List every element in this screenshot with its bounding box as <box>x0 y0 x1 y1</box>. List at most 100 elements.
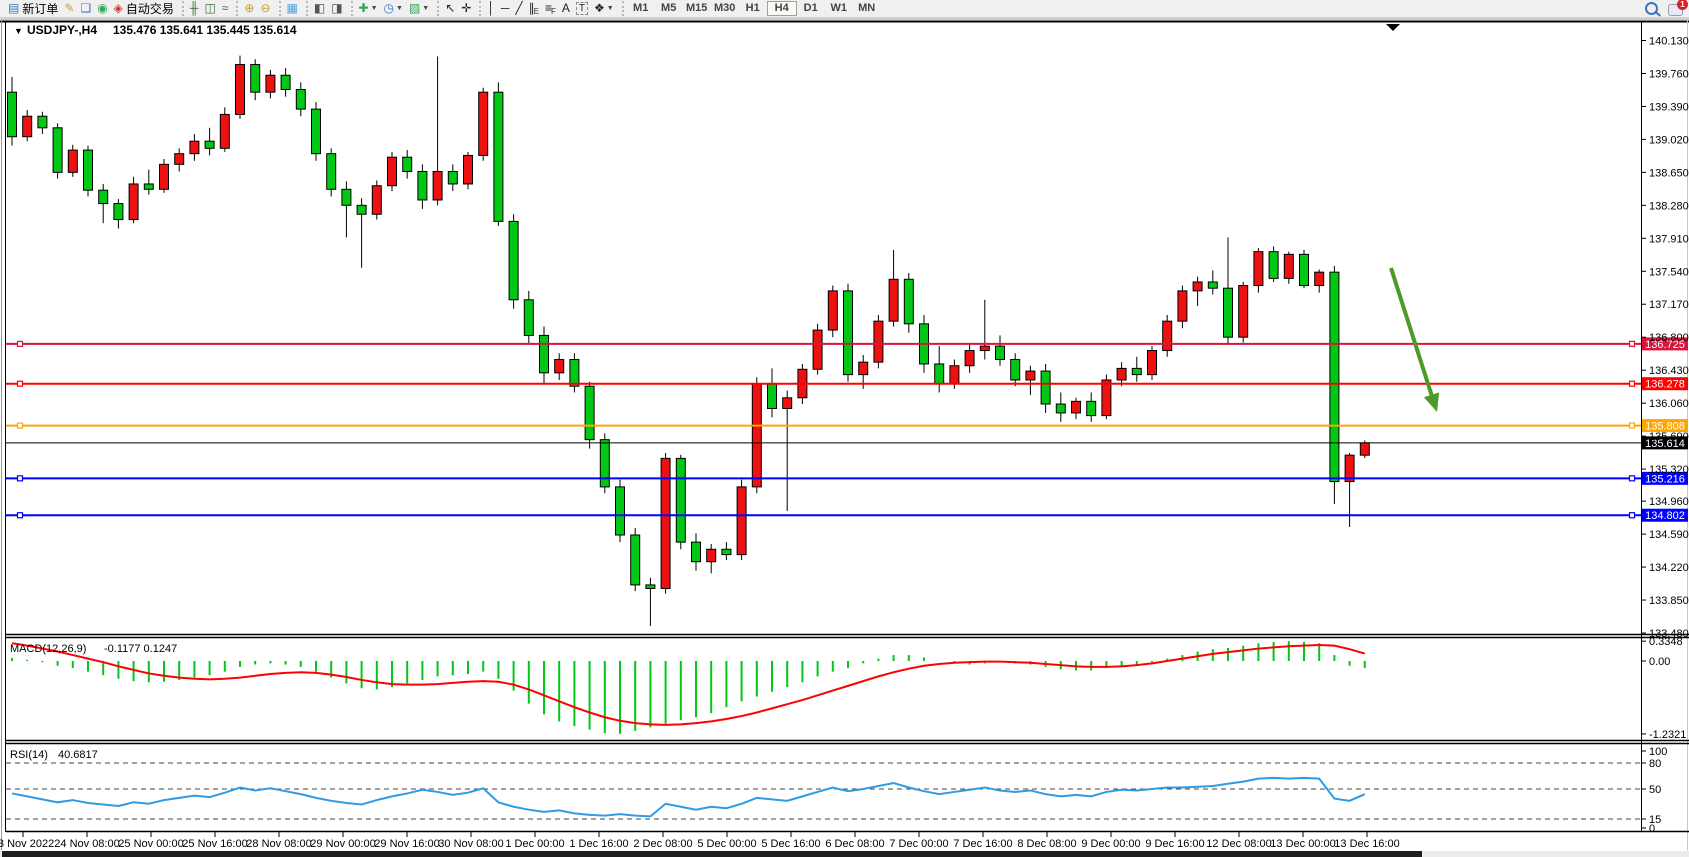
h-scrollbar-thumb[interactable] <box>2 851 1422 857</box>
candle <box>554 358 565 374</box>
candlestick-chart-button[interactable]: ◫ <box>201 1 218 16</box>
candle <box>326 153 337 190</box>
candle <box>280 74 291 91</box>
price-tick-label: 139.390 <box>1649 101 1689 113</box>
candle <box>1010 358 1021 381</box>
price-tick-label: 136.800 <box>1649 332 1689 344</box>
candle <box>98 189 109 205</box>
price-tick-label: 135.690 <box>1649 431 1689 443</box>
candle <box>736 486 747 556</box>
timeframe-d1[interactable]: D1 <box>803 2 818 14</box>
candle <box>356 204 367 215</box>
chevron-down-icon[interactable]: ▼ <box>606 5 614 12</box>
autotrading-button[interactable]: ◈ 自动交易 <box>111 1 177 16</box>
horizontal-line-icon: ─ <box>500 1 510 15</box>
horizontal-line-button[interactable]: ─ <box>498 1 513 16</box>
chevron-down-icon[interactable]: ▼ <box>370 5 378 12</box>
price-tag: 135.614 <box>1645 438 1685 450</box>
styles-button[interactable]: ✎ <box>61 1 77 16</box>
timeframe-m15[interactable]: M15 <box>685 2 708 14</box>
chevron-down-icon[interactable]: ▼ <box>422 5 430 12</box>
vertical-line-button[interactable]: │ <box>484 1 498 16</box>
text-button[interactable]: A <box>559 1 573 16</box>
timeframe-mn[interactable]: MN <box>858 2 876 14</box>
zoom-in-button[interactable]: ⊕ <box>241 1 257 16</box>
rsi-tick-label: 0 <box>1649 823 1655 835</box>
trendline-button[interactable]: ╱ <box>512 1 525 16</box>
timeframe-m30[interactable]: M30 <box>713 2 736 14</box>
templates-icon: ▨ <box>408 1 421 15</box>
candle <box>903 278 914 325</box>
toolbar-right: 1 <box>1645 0 1688 16</box>
equidistant-channel-button[interactable]: ∥ E <box>526 1 542 16</box>
templates-button[interactable]: ▨ ▼ <box>406 1 432 16</box>
candle <box>1329 271 1340 483</box>
candle <box>1359 442 1370 456</box>
cursor-button[interactable]: ↖ <box>442 1 458 16</box>
bar-chart-button[interactable]: ╫ <box>187 1 202 16</box>
new-order-button-label: 新订单 <box>22 2 59 16</box>
add-indicator-button[interactable]: ✚ ▼ <box>356 1 381 16</box>
auto-scroll-button[interactable]: ◧ <box>311 1 328 16</box>
chart-shift-button[interactable]: ◨ <box>328 1 345 16</box>
periods-button[interactable]: ◷ ▼ <box>381 1 406 16</box>
timeframe-m1[interactable]: M1 <box>633 2 649 14</box>
time-tick-label: 23 Nov 2022 <box>0 838 54 850</box>
autotrading-button-label: 自动交易 <box>125 2 174 16</box>
search-icon[interactable] <box>1645 2 1658 15</box>
candle <box>1268 251 1279 279</box>
candle <box>1253 251 1264 287</box>
candle <box>873 320 884 363</box>
tile-windows-button[interactable]: ▦ <box>284 1 301 16</box>
new-order-button[interactable]: ▤ 新订单 <box>5 1 61 16</box>
cursor-group: ↖ ✛ <box>437 1 477 16</box>
zoom-group: ⊕ ⊖ <box>236 1 276 16</box>
candle <box>371 185 382 215</box>
one-click-arrow-icon[interactable]: ▼ <box>14 26 23 36</box>
time-tick-label: 29 Nov 16:00 <box>374 838 439 850</box>
candle <box>311 108 321 155</box>
price-tick-label: 140.130 <box>1649 36 1689 48</box>
price-tick-label: 134.220 <box>1649 562 1689 574</box>
timeframe-m5[interactable]: M5 <box>661 2 677 14</box>
price-tick-label: 133.850 <box>1649 595 1689 607</box>
timeframe-w1[interactable]: W1 <box>830 2 847 14</box>
arrows-icon: ❖ <box>593 1 605 15</box>
horizontal-level-lines[interactable]: 136.725 136.278 135.808 135.216 134.802 135.6… <box>6 337 1688 522</box>
candle <box>67 149 78 173</box>
candle <box>599 439 610 488</box>
price-tick-label: 137.170 <box>1649 299 1689 311</box>
vertical-line-icon: │ <box>487 1 495 15</box>
text-label-button[interactable]: T <box>573 1 591 16</box>
zoom-out-button[interactable]: ⊖ <box>257 1 273 16</box>
candle <box>1162 320 1173 352</box>
line-chart-button[interactable]: ≈ <box>219 1 232 16</box>
price-tick-label: 139.760 <box>1649 68 1689 80</box>
chart-shift-marker-icon[interactable] <box>1386 24 1400 31</box>
cursor-icon: ↖ <box>445 1 456 15</box>
annotation-arrow[interactable] <box>1389 267 1440 412</box>
signals-button[interactable]: ◉ <box>94 1 110 16</box>
chart-title-ohlc: 135.476 135.641 135.445 135.614 <box>113 23 297 37</box>
candle <box>7 91 17 138</box>
timeframe-group: M1 M5 M15 M30 H1 H4 D1 W1 MN <box>621 1 884 16</box>
chevron-down-icon[interactable]: ▼ <box>396 5 403 12</box>
timeframe-h1[interactable]: H1 <box>745 2 760 14</box>
crosshair-button[interactable]: ✛ <box>458 1 474 16</box>
new-order-icon: ▤ <box>8 1 20 15</box>
timeframe-h4[interactable]: H4 <box>766 1 797 16</box>
fibonacci-button[interactable]: ≡ F <box>542 1 559 16</box>
chat-icon[interactable]: 1 <box>1668 0 1688 16</box>
arrows-button[interactable]: ❖ ▼ <box>591 1 617 16</box>
candle <box>1177 290 1188 322</box>
candle <box>615 486 625 536</box>
candle <box>843 290 853 376</box>
candle <box>83 149 93 191</box>
metaeditor-button[interactable]: ❏ <box>77 1 94 16</box>
candle <box>295 89 306 110</box>
price-tick-label: 139.020 <box>1649 134 1689 146</box>
candle <box>478 91 489 156</box>
candle <box>1314 271 1325 287</box>
zoom-in-icon: ⊕ <box>244 1 255 15</box>
